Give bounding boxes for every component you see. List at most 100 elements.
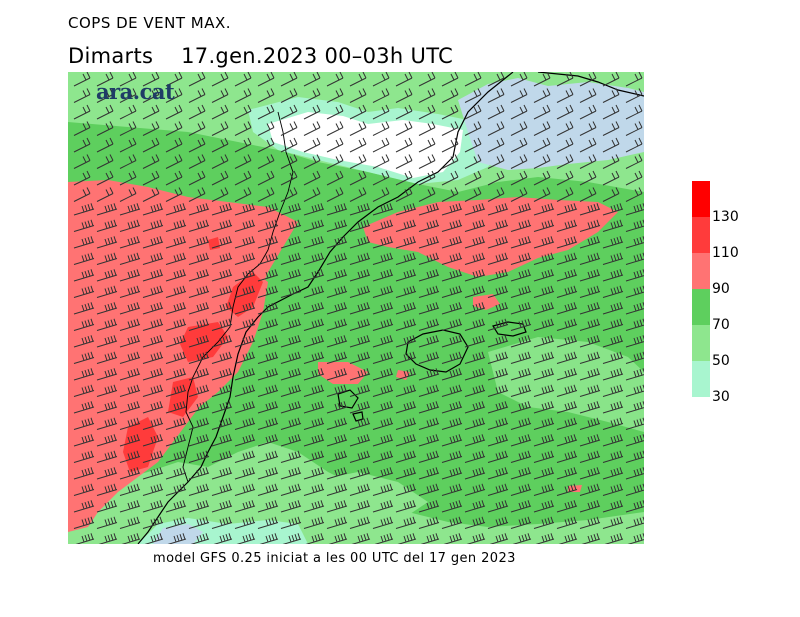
wind-barb (188, 121, 206, 136)
wind-barb (510, 219, 532, 232)
red-zone-sea-dot (396, 370, 410, 380)
wind-barb (234, 236, 256, 249)
wind-barb (165, 401, 187, 414)
wind-barb (211, 121, 229, 136)
wind-barb (533, 203, 555, 216)
island-mallorca (405, 329, 469, 373)
wind-barb (305, 533, 325, 544)
wind-barb (303, 401, 325, 414)
wind-barb (73, 104, 91, 120)
wind-barb (579, 187, 597, 202)
wind-barb (326, 318, 348, 331)
wind-barb (372, 88, 390, 103)
wind-barb (510, 187, 528, 202)
wind-barb (349, 483, 371, 496)
wind-barb (372, 236, 394, 249)
wind-barb (441, 269, 463, 282)
wind-barb (487, 88, 505, 103)
wind-barb (418, 450, 440, 463)
wind-barb (625, 384, 644, 397)
wind-barb (441, 170, 459, 186)
wind-barb (121, 533, 141, 544)
wind-barb (374, 533, 394, 544)
wind-barb (441, 318, 463, 331)
wind-barb (395, 467, 417, 480)
wind-barb (188, 219, 210, 232)
wind-barb (602, 104, 620, 120)
wind-barb (533, 351, 555, 364)
wind-barb (280, 72, 298, 87)
wind-barb (625, 269, 644, 282)
wind-barb (188, 154, 206, 169)
wind-barb (602, 467, 624, 480)
wind-barb (625, 187, 643, 202)
wind-barb (533, 384, 555, 397)
wind-barb (280, 203, 302, 216)
wind-barb (234, 252, 256, 265)
wind-barb (257, 335, 279, 348)
wind-barb (349, 417, 371, 430)
wind-barb (211, 384, 233, 397)
wind-barb (280, 236, 302, 249)
wind-barb (372, 121, 390, 136)
wind-barb (165, 285, 187, 298)
wind-barb (556, 401, 578, 414)
wind-barb (625, 401, 644, 414)
wind-barb (257, 269, 279, 282)
wind-barb (73, 368, 95, 381)
wind-barb (303, 236, 325, 249)
wind-barb (533, 137, 551, 153)
wind-barb (372, 417, 394, 430)
wind-barb (579, 335, 601, 348)
wind-barb (418, 302, 440, 315)
wind-barb (234, 450, 256, 463)
island-ibiza (337, 389, 359, 409)
wind-barb (73, 467, 95, 480)
wind-barb (73, 351, 95, 364)
wind-barb (326, 417, 348, 430)
wind-barb (464, 302, 486, 315)
wind-barb (556, 434, 578, 447)
wind-barb (144, 533, 164, 544)
wind-barb (510, 72, 528, 87)
wind-barb (418, 516, 440, 529)
wind-barb (349, 154, 367, 169)
wind-barb (441, 450, 463, 463)
wind-barb (349, 285, 371, 298)
wind-barb (73, 285, 95, 298)
wind-barb (165, 187, 183, 202)
wind-barb (73, 516, 95, 529)
wind-barb (418, 170, 436, 186)
legend-swatch-110 (692, 217, 710, 253)
wind-barb (280, 467, 302, 480)
wind-barb (579, 483, 601, 496)
wind-barb (395, 384, 417, 397)
wind-barb (418, 203, 440, 216)
wind-barb (73, 252, 95, 265)
wind-barb (372, 219, 394, 232)
wind-barb (625, 351, 644, 364)
wind-barb (188, 203, 210, 216)
wind-barb (487, 417, 509, 430)
wind-barb (257, 302, 279, 315)
wind-barb (395, 483, 417, 496)
wind-barb (510, 104, 528, 120)
wind-barb (96, 467, 118, 480)
wind-barb (119, 203, 141, 216)
wind-barb (418, 72, 436, 87)
wind-barb (556, 285, 578, 298)
wind-barb (257, 104, 275, 120)
wind-barb (395, 104, 413, 120)
wind-barb (280, 269, 302, 282)
wind-barb (510, 137, 528, 153)
wind-barb (487, 170, 505, 186)
wind-barb (510, 269, 532, 282)
wind-barb (487, 219, 509, 232)
wind-barb (96, 368, 118, 381)
wind-barb (119, 368, 141, 381)
wind-barb (303, 302, 325, 315)
wind-barb (464, 318, 486, 331)
wind-barb (349, 335, 371, 348)
wind-barb (372, 450, 394, 463)
wind-barb (512, 533, 532, 544)
